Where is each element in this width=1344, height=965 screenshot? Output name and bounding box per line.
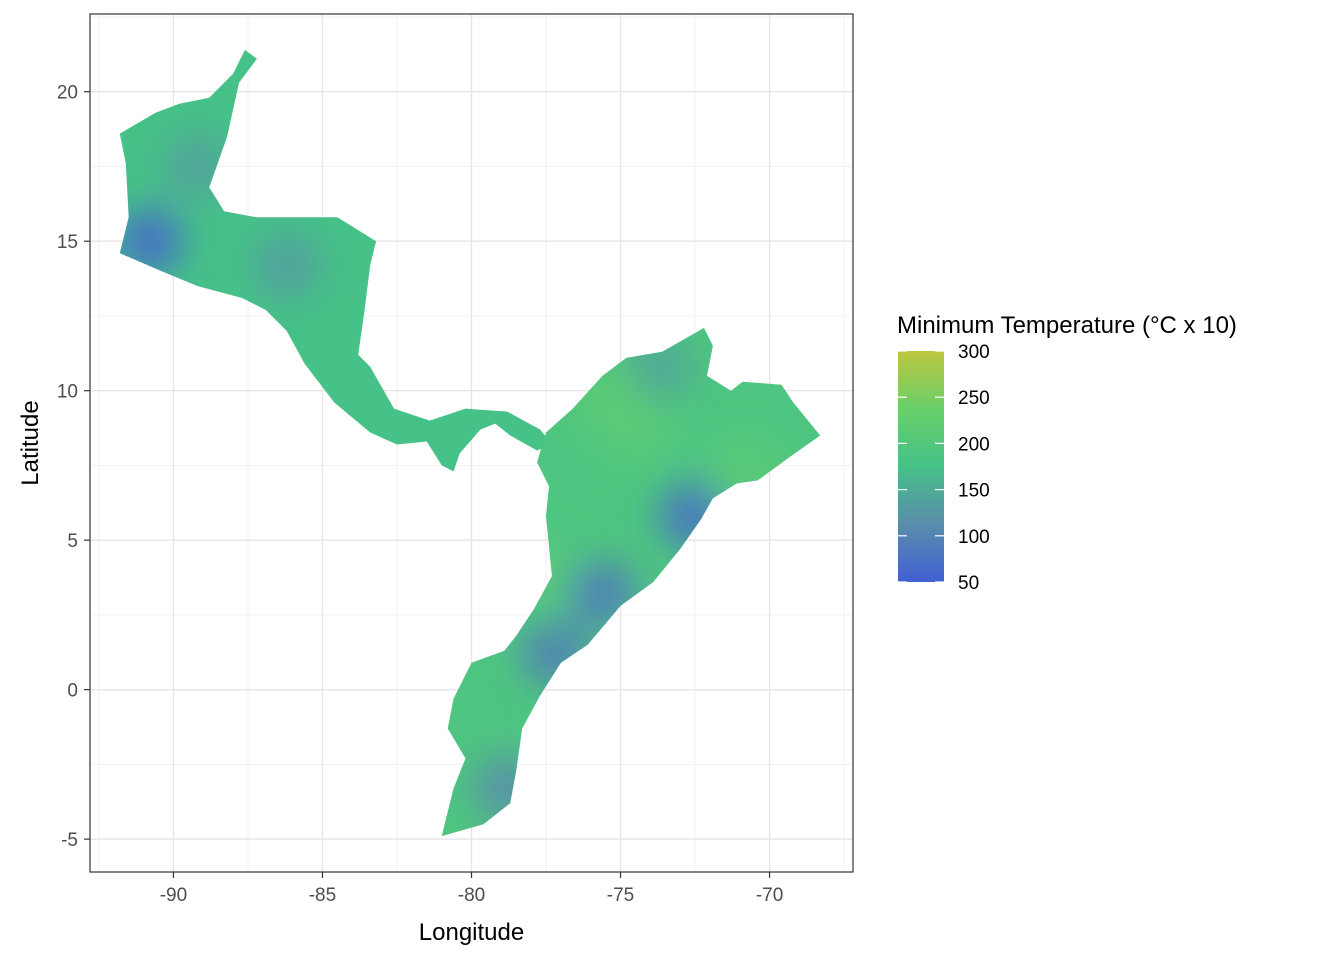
legend-break-label: 100 (958, 527, 990, 548)
temperature-spot (119, 207, 184, 276)
x-axis-label: Longitude (419, 919, 524, 946)
y-axis-label: Latitude (17, 400, 44, 485)
grid-lines (90, 14, 853, 872)
map-layer (119, 49, 821, 837)
legend: Minimum Temperature (°C x 10) 50 100 150 20… (897, 312, 1237, 594)
temperature-spot (503, 542, 572, 611)
region-mexico-central-america (119, 49, 553, 472)
temperature-spot (520, 619, 589, 688)
x-tick-label: -90 (160, 885, 187, 906)
legend-break-label: 300 (958, 342, 990, 363)
temperature-spot (568, 559, 637, 628)
legend-labels: 50 100 150 200 250 300 (958, 342, 990, 594)
x-tick-label: -70 (756, 885, 783, 906)
y-tick-label: 15 (57, 232, 78, 253)
temperature-spot (252, 231, 321, 300)
legend-break-label: 200 (958, 434, 990, 455)
legend-break-label: 50 (958, 573, 979, 594)
y-tick-label: 5 (67, 531, 78, 552)
x-tick-label: -85 (309, 885, 336, 906)
temperature-spot (571, 362, 640, 431)
axes: -90 -85 -80 -75 -70 -5 0 5 10 15 20 (57, 83, 783, 906)
x-tick-label: -75 (607, 885, 634, 906)
legend-break-label: 150 (958, 481, 990, 502)
legend-title: Minimum Temperature (°C x 10) (897, 312, 1237, 339)
legend-gradient-bar (898, 351, 944, 582)
y-tick-label: -5 (61, 830, 78, 851)
y-tick-label: 20 (57, 83, 78, 104)
legend-break-label: 250 (958, 388, 990, 409)
x-tick-label: -80 (458, 885, 485, 906)
y-tick-label: 10 (57, 382, 78, 403)
y-tick-label: 0 (67, 681, 78, 702)
legend-colorbar (898, 350, 944, 583)
